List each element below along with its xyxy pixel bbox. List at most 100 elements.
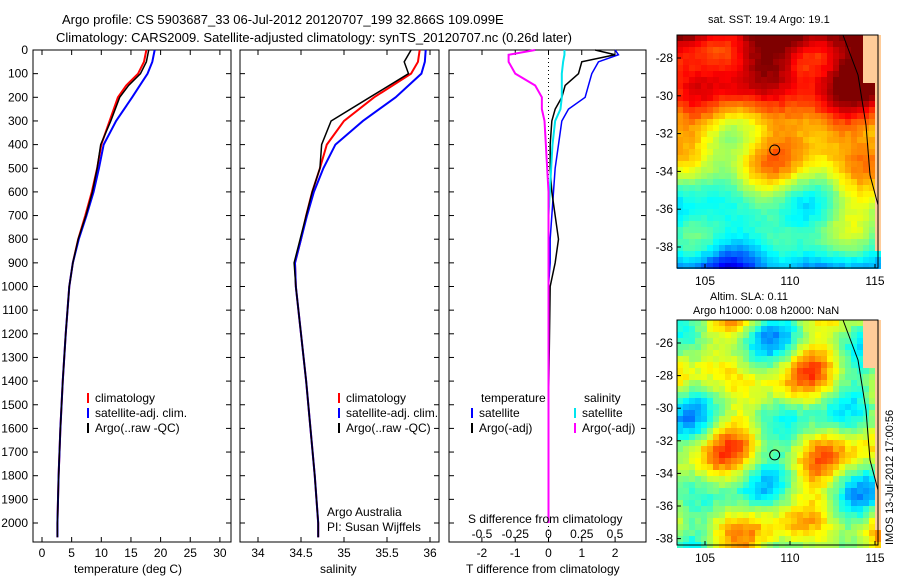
map-cell (731, 506, 737, 512)
map-cell (761, 506, 767, 512)
map-cell (695, 392, 701, 398)
map-cell (731, 404, 737, 410)
map-cell (731, 440, 737, 446)
map-cell (677, 506, 683, 512)
map-cell (719, 149, 725, 155)
map-cell (857, 320, 863, 326)
x2-tick-label: 0.25 (570, 527, 594, 541)
map-cell (869, 95, 875, 101)
map-cell (761, 446, 767, 452)
map-cell (845, 167, 851, 173)
map-cell (695, 95, 701, 101)
map-cell (761, 476, 767, 482)
map-cell (851, 386, 857, 392)
map-cell (833, 440, 839, 446)
map-cell (851, 239, 857, 245)
map-cell (755, 518, 761, 524)
map-cell (749, 167, 755, 173)
map-cell (767, 83, 773, 89)
map-cell (833, 233, 839, 239)
map-cell (791, 512, 797, 518)
map-cell (743, 446, 749, 452)
map-cell (833, 326, 839, 332)
map-cell (857, 470, 863, 476)
map-cell (701, 239, 707, 245)
map-cell (857, 446, 863, 452)
map-cell (683, 125, 689, 131)
map-cell (863, 374, 869, 380)
map-cell (725, 332, 731, 338)
map-cell (821, 191, 827, 197)
map-cell (713, 452, 719, 458)
map-cell (863, 530, 869, 536)
map-cell (815, 119, 821, 125)
map-cell (689, 356, 695, 362)
map-y-tick-label: -28 (656, 51, 674, 65)
map-cell (845, 101, 851, 107)
map-cell (737, 203, 743, 209)
map-cell (785, 422, 791, 428)
map-cell (863, 452, 869, 458)
map-cell (869, 137, 875, 143)
map-cell (821, 167, 827, 173)
map-cell (743, 386, 749, 392)
map-cell (707, 143, 713, 149)
map-cell (755, 89, 761, 95)
map-cell (821, 512, 827, 518)
y-tick-label: 900 (8, 256, 28, 270)
map-cell (809, 233, 815, 239)
map-cell (797, 380, 803, 386)
map-cell (821, 173, 827, 179)
map-cell (689, 155, 695, 161)
x2-tick-label: 0.5 (607, 527, 624, 541)
map-cell (833, 191, 839, 197)
map-cell (779, 398, 785, 404)
map-cell (797, 452, 803, 458)
map-cell (743, 251, 749, 257)
map-cell (701, 506, 707, 512)
map-cell (755, 59, 761, 65)
map-cell (701, 386, 707, 392)
map-cell (845, 185, 851, 191)
map-cell (839, 404, 845, 410)
map-cell (761, 374, 767, 380)
map-cell (719, 404, 725, 410)
map-cell (833, 239, 839, 245)
map-cell (719, 155, 725, 161)
map-cell (767, 95, 773, 101)
map-cell (863, 251, 869, 257)
map-cell (773, 173, 779, 179)
map-cell (851, 209, 857, 215)
map-cell (701, 452, 707, 458)
map-cell (677, 416, 683, 422)
map-cell (863, 59, 869, 65)
map-cell (803, 155, 809, 161)
map-cell (719, 470, 725, 476)
map-cell (719, 95, 725, 101)
map-cell (803, 326, 809, 332)
map-cell (707, 215, 713, 221)
map-cell (677, 530, 683, 536)
map-cell (761, 536, 767, 542)
map-cell (815, 422, 821, 428)
x-tick-label: 20 (154, 546, 168, 560)
map-cell (809, 227, 815, 233)
map-cell (677, 386, 683, 392)
map-cell (755, 47, 761, 53)
map-cell (803, 368, 809, 374)
map-cell (851, 476, 857, 482)
map-cell (701, 221, 707, 227)
map-cell (779, 251, 785, 257)
map-cell (677, 203, 683, 209)
map-cell (743, 428, 749, 434)
map-cell (785, 233, 791, 239)
map-cell (821, 524, 827, 530)
map-cell (809, 137, 815, 143)
map-cell (779, 440, 785, 446)
map-y-tick-label: -26 (656, 336, 674, 350)
map-cell (773, 434, 779, 440)
map-cell (689, 179, 695, 185)
map-cell (773, 338, 779, 344)
map-cell (707, 191, 713, 197)
map-cell (869, 530, 875, 536)
